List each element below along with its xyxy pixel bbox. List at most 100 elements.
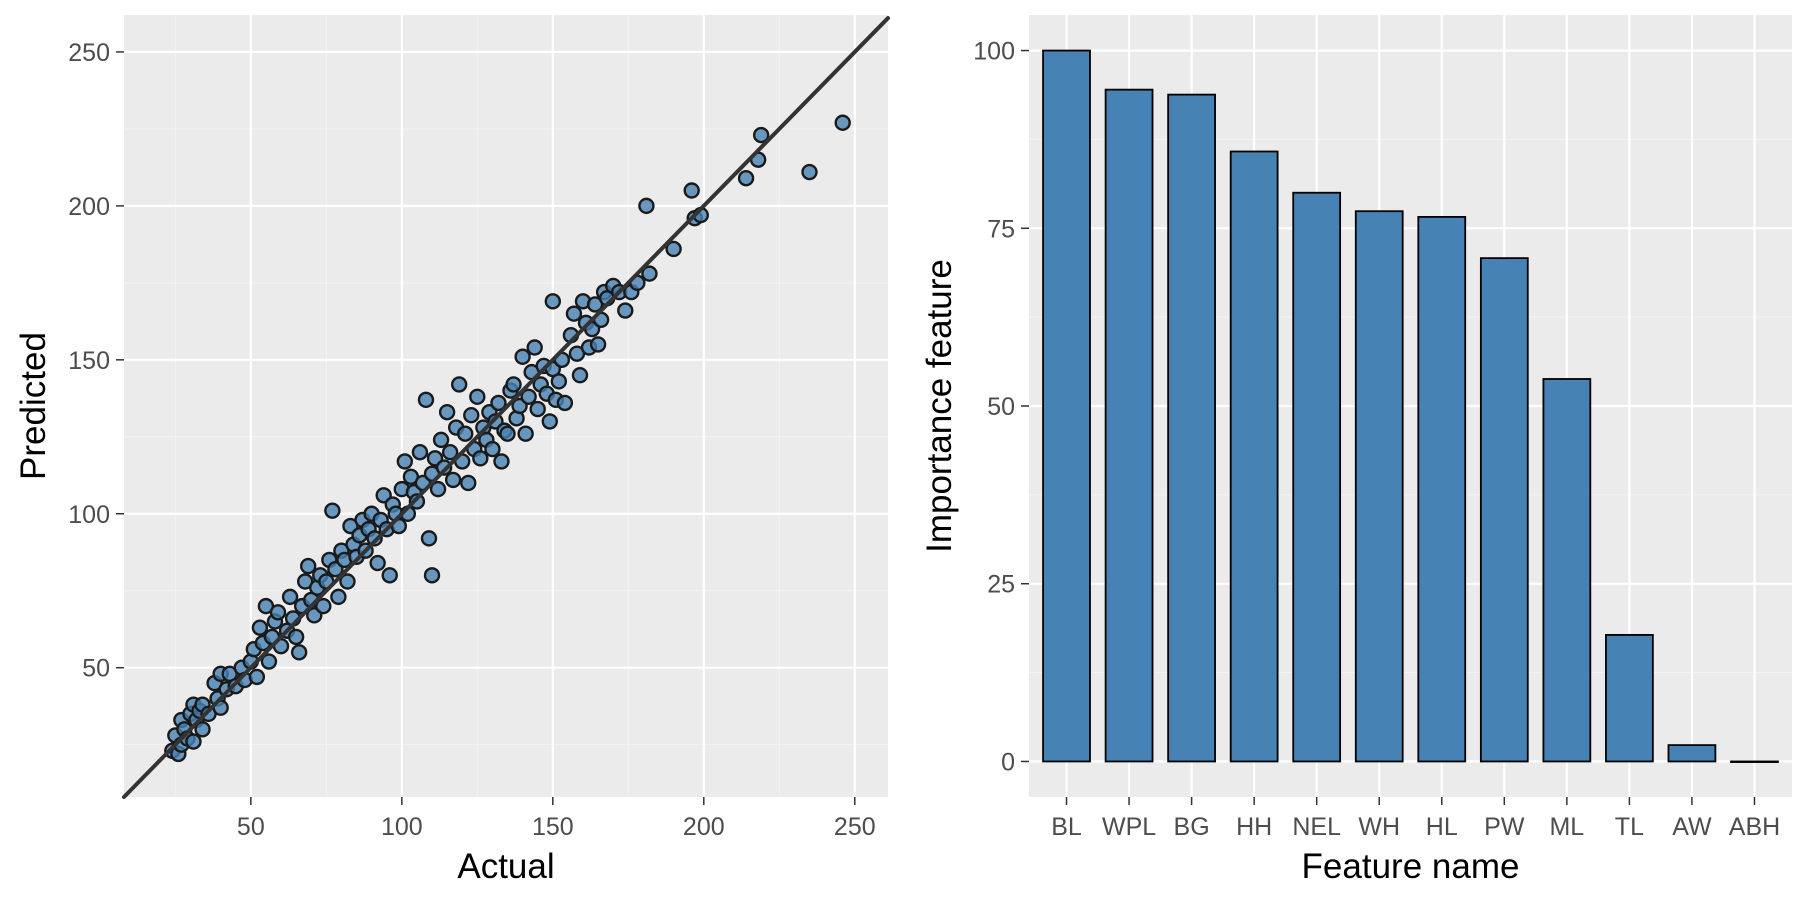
scatter-point [411, 443, 429, 461]
bar-x-tick-label: TL [1615, 813, 1644, 841]
scatter-point [269, 604, 287, 621]
bar-y-axis-title: Importance feature [920, 259, 959, 553]
scatter-point [565, 305, 583, 322]
scatter-point [290, 644, 308, 661]
scatter-x-tick-label: 100 [381, 813, 423, 841]
bar-x-tick-label: BG [1174, 813, 1210, 841]
bar-x-tick-label: ML [1549, 813, 1584, 841]
scatter-point [460, 474, 477, 492]
bar-y-tick-label: 100 [973, 38, 1015, 66]
scatter-point [300, 557, 317, 575]
scatter-point [417, 391, 435, 409]
scatter-points [164, 114, 851, 763]
bar-panel: 0 25 50 75 100 BL WPL BG HH NEL WH HL PW ML TL AW ABH Fea… [920, 15, 1792, 886]
scatter-point [493, 453, 510, 470]
bar-nel [1292, 191, 1342, 763]
scatter-point [683, 182, 700, 199]
scatter-point [330, 588, 347, 606]
scatter-y-tick-label: 200 [68, 193, 110, 221]
bar-tl [1605, 634, 1654, 763]
scatter-point [737, 169, 755, 187]
scatter-point [484, 440, 501, 458]
bar-y-tick-label: 0 [1001, 748, 1015, 776]
scatter-y-tick-label: 50 [82, 655, 110, 683]
scatter-point [396, 453, 414, 470]
scatter-point [457, 425, 474, 442]
bar-series [1042, 49, 1779, 763]
scatter-point [499, 425, 516, 442]
scatter-point [281, 588, 299, 606]
scatter-point [526, 339, 543, 356]
bar-x-tick-label: NEL [1292, 813, 1341, 841]
bar-x-tick-label: HH [1236, 813, 1272, 841]
scatter-point [665, 240, 682, 258]
scatter-point [194, 721, 211, 738]
scatter-point [260, 653, 278, 670]
scatter-point [444, 471, 462, 489]
scatter-point [617, 302, 634, 319]
scatter-point [641, 265, 658, 282]
scatter-y-tick-label: 100 [68, 501, 110, 529]
scatter-reference-line [122, 16, 890, 799]
bar-hh [1229, 150, 1279, 763]
scatter-point [339, 573, 356, 590]
bar-abh [1730, 760, 1779, 763]
bar-x-tick-label: PW [1484, 813, 1525, 841]
scatter-point [438, 403, 456, 421]
bar-y-tick-label: 50 [987, 393, 1015, 421]
bar-y-tick-label: 25 [987, 571, 1015, 599]
bar-y-tick-label: 75 [987, 215, 1015, 243]
scatter-point [324, 502, 341, 519]
scatter-point [550, 373, 568, 390]
scatter-point [638, 197, 655, 215]
scatter-point [423, 567, 441, 584]
scatter-y-tick-label: 150 [68, 347, 110, 375]
scatter-point [287, 628, 305, 646]
scatter-point [514, 348, 531, 365]
scatter-x-tick-label: 50 [237, 813, 265, 841]
bar-x-tick-label: BL [1051, 813, 1082, 841]
scatter-point [432, 431, 450, 449]
scatter-point [369, 554, 386, 572]
scatter-panel: 50 100 150 200 250 50 100 150 200 250 Actual Predic… [14, 15, 890, 886]
bar-x-axis-title: Feature name [1302, 847, 1520, 886]
bar-x-tick-label: AW [1672, 813, 1712, 841]
scatter-x-tick-label: 150 [532, 813, 574, 841]
bar-wh [1354, 210, 1404, 763]
scatter-point [752, 126, 770, 144]
scatter-point [450, 376, 468, 393]
bar-bg [1167, 93, 1216, 763]
scatter-point [589, 336, 607, 353]
scatter-point [366, 530, 383, 547]
scatter-point [544, 293, 562, 310]
scatter-x-axis-title: Actual [457, 847, 554, 886]
scatter-point [505, 376, 522, 393]
scatter-point [834, 114, 851, 131]
scatter-point [408, 493, 426, 510]
scatter-point [248, 668, 266, 686]
scatter-y-tick-label: 250 [68, 39, 110, 67]
scatter-point [801, 163, 818, 181]
bar-x-tick-label: WPL [1102, 813, 1156, 841]
bar-pw [1479, 257, 1529, 763]
bar-wpl [1104, 88, 1154, 763]
scatter-point [420, 530, 438, 547]
scatter-point [435, 459, 453, 476]
bar-aw [1667, 744, 1717, 763]
bar-x-tick-label: WH [1358, 813, 1400, 841]
scatter-point [529, 400, 546, 418]
scatter-point [381, 567, 398, 584]
scatter-point [556, 394, 574, 412]
bar-bl [1042, 49, 1091, 763]
scatter-y-axis-title: Predicted [14, 332, 53, 480]
bar-x-tick-label: ABH [1729, 813, 1780, 841]
scatter-point [472, 450, 489, 467]
scatter-point [490, 394, 507, 412]
scatter-point [251, 619, 269, 636]
scatter-point [469, 388, 486, 405]
bar-ml [1542, 378, 1592, 763]
scatter-point [541, 413, 558, 430]
bar-x-tick-label: HL [1426, 813, 1458, 841]
scatter-x-tick-label: 200 [683, 813, 725, 841]
